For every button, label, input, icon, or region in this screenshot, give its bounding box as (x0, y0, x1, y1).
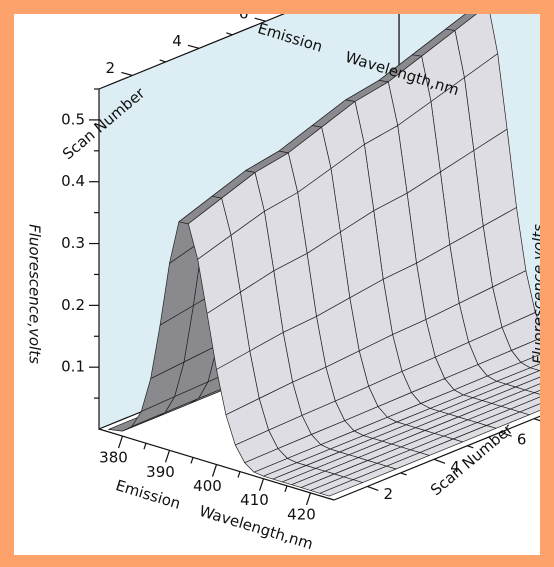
emission-tick-label-bottom: 390 (146, 463, 175, 481)
scan-tick-bottom (500, 431, 512, 437)
emission-tick-bottom (117, 435, 124, 449)
emission-tick-label-bottom: 400 (193, 477, 222, 495)
scan-tick-top (254, 17, 266, 22)
fluorescence-surface (108, 14, 540, 497)
emission-minor-tick-bottom (237, 471, 241, 478)
fluorescence-axis-title-right: Fluorescence,volts (530, 224, 541, 364)
fluorescence-tick-label-left: 0.5 (61, 110, 85, 128)
fluorescence-tick-label-left: 0.2 (61, 296, 85, 314)
scan-tick-label-bottom: 2 (384, 485, 394, 503)
scan-tick-label-bottom: 4 (450, 458, 460, 476)
surface-plot: 3803803903904004004104104204202244668810… (26, 14, 541, 553)
surface-cell (534, 390, 540, 395)
emission-tick-label-bottom: 420 (287, 505, 316, 523)
emission-tick-label-bottom: 410 (240, 491, 269, 509)
scan-tick-label-bottom: 6 (517, 431, 527, 449)
scan-minor-tick-bottom (400, 472, 407, 476)
scan-tick-label-top: 6 (239, 14, 249, 23)
fluorescence-tick-label-left: 0.1 (61, 358, 85, 376)
emission-minor-tick-bottom (143, 443, 147, 450)
scan-tick-top (121, 71, 133, 77)
emission-minor-tick-bottom (284, 485, 288, 492)
chart-frame: 3803803903904004004104104204202244668810… (14, 14, 540, 555)
fluorescence-tick-label-left: 0.3 (61, 234, 85, 252)
scan-tick-bottom (367, 485, 379, 492)
scan-tick-label-top: 2 (106, 59, 116, 77)
emission-tick-label-bottom: 380 (99, 449, 128, 467)
scan-axis-line-bottom (333, 415, 540, 501)
emission-tick-bottom (305, 492, 312, 506)
emission-tick-bottom (211, 464, 218, 477)
scan-tick-label-top: 4 (172, 32, 182, 50)
emission-minor-tick-bottom (190, 457, 194, 464)
scan-tick-bottom (433, 458, 446, 464)
scan-tick-top (187, 44, 200, 49)
fluorescence-tick-label-left: 0.4 (61, 172, 85, 190)
emission-axis-title-bottom: Emission (114, 476, 183, 513)
emission-tick-bottom (164, 450, 171, 463)
emission-tick-bottom (258, 478, 265, 491)
scan-minor-tick-bottom (467, 445, 474, 449)
surface-cell (319, 479, 363, 497)
scan-minor-tick-top (159, 59, 166, 63)
axes (89, 17, 540, 506)
scan-minor-tick-top (226, 32, 233, 36)
scan-minor-tick-bottom (533, 418, 540, 422)
fluorescence-axis-title-left: Fluorescence,volts (26, 224, 44, 364)
